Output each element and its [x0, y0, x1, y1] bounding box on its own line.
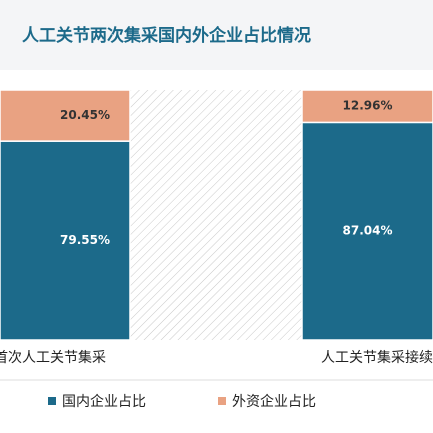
- connector-hatch: [130, 90, 302, 340]
- bar-segment: [0, 89, 131, 142]
- legend-swatch: [48, 397, 56, 405]
- legend-label: 外资企业占比: [232, 393, 316, 410]
- legend-swatch: [218, 397, 226, 405]
- bar-segment: [0, 140, 131, 341]
- header-band: [0, 0, 433, 70]
- x-tick-label: 人工关节集采接续: [321, 349, 433, 366]
- x-tick-label: 首次人工关节集采: [0, 349, 106, 366]
- bar-segment: [301, 89, 433, 124]
- value-label: 12.96%: [343, 99, 393, 113]
- bar-segment: [301, 121, 433, 341]
- value-label: 87.04%: [343, 224, 393, 238]
- legend-label: 国内企业占比: [62, 393, 146, 410]
- value-label: 20.45%: [60, 108, 110, 122]
- chart-title: 人工关节两次集采国内外企业占比情况: [22, 25, 311, 46]
- value-label: 79.55%: [60, 233, 110, 247]
